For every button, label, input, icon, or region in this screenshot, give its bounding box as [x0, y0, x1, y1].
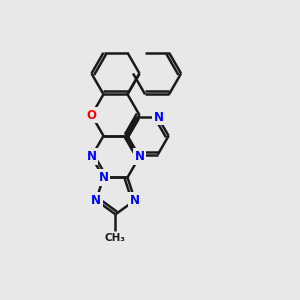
Text: N: N	[91, 194, 101, 207]
Text: N: N	[153, 111, 164, 124]
Text: N: N	[134, 150, 145, 163]
Text: N: N	[98, 171, 109, 184]
Text: O: O	[86, 109, 97, 122]
Text: CH₃: CH₃	[105, 233, 126, 243]
Text: N: N	[86, 150, 97, 163]
Text: N: N	[130, 194, 140, 207]
